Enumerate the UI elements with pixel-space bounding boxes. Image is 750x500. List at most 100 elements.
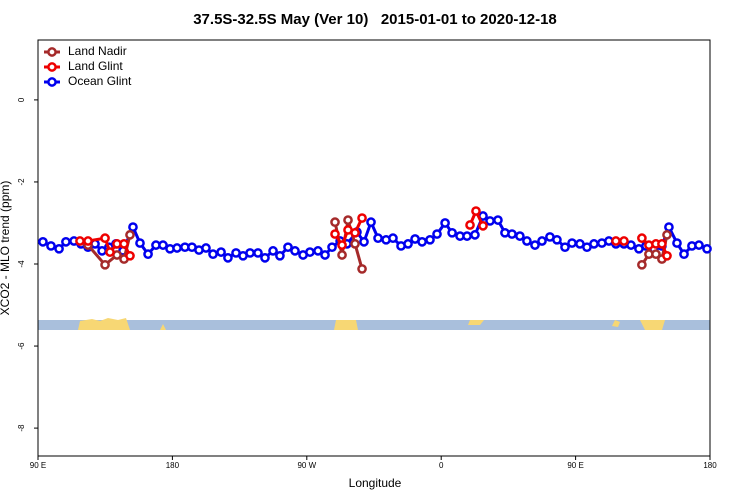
point bbox=[268, 246, 278, 256]
point bbox=[432, 229, 442, 239]
point bbox=[100, 259, 110, 270]
point bbox=[61, 236, 71, 247]
point bbox=[567, 238, 577, 248]
point bbox=[172, 243, 182, 253]
point bbox=[253, 248, 263, 258]
point bbox=[493, 215, 503, 225]
point bbox=[357, 213, 367, 223]
legend-label: Ocean Glint bbox=[68, 74, 132, 88]
point bbox=[75, 236, 85, 246]
point bbox=[366, 217, 376, 228]
point bbox=[702, 243, 712, 254]
point bbox=[100, 233, 110, 244]
land bbox=[334, 320, 358, 330]
legend-marker bbox=[47, 77, 57, 87]
point bbox=[537, 236, 547, 246]
point bbox=[216, 247, 226, 257]
y-axis-label: XCO2 - MLO trend (ppm) bbox=[0, 181, 12, 316]
point bbox=[471, 206, 481, 216]
point bbox=[327, 242, 337, 253]
plot-frame bbox=[37, 39, 711, 457]
x-tick-label: 90 W bbox=[297, 461, 316, 470]
point bbox=[223, 252, 233, 263]
point bbox=[143, 249, 153, 260]
point bbox=[83, 236, 93, 246]
x-axis-label: Longitude bbox=[349, 476, 402, 490]
point bbox=[485, 216, 495, 226]
point bbox=[373, 233, 383, 244]
land bbox=[78, 318, 130, 330]
point bbox=[515, 231, 525, 241]
point bbox=[462, 231, 472, 241]
point bbox=[275, 250, 285, 261]
point bbox=[507, 229, 517, 239]
point bbox=[359, 236, 369, 247]
point bbox=[465, 220, 475, 230]
point bbox=[619, 236, 629, 246]
y-tick-label: 0 bbox=[17, 97, 26, 102]
legend-marker bbox=[47, 62, 57, 72]
point bbox=[245, 248, 255, 258]
ocean-band bbox=[38, 320, 710, 330]
point bbox=[201, 243, 211, 253]
point bbox=[447, 227, 457, 238]
point bbox=[305, 247, 315, 257]
point bbox=[522, 236, 532, 246]
x-tick-label: 180 bbox=[166, 461, 180, 470]
point bbox=[662, 230, 672, 240]
point bbox=[651, 249, 661, 260]
point bbox=[425, 234, 435, 245]
point bbox=[38, 236, 48, 247]
point bbox=[626, 240, 636, 250]
point bbox=[664, 222, 674, 232]
land bbox=[612, 320, 620, 327]
point bbox=[119, 239, 129, 249]
point bbox=[125, 250, 135, 261]
point bbox=[611, 236, 621, 246]
point bbox=[560, 242, 570, 253]
point bbox=[589, 239, 599, 249]
point bbox=[470, 230, 480, 240]
point bbox=[330, 229, 340, 239]
map-strip bbox=[38, 318, 710, 330]
y-tick-label: -4 bbox=[17, 260, 26, 268]
point bbox=[128, 222, 138, 232]
point bbox=[672, 238, 682, 248]
point bbox=[337, 250, 347, 260]
point bbox=[478, 220, 488, 231]
legend-label: Land Glint bbox=[68, 59, 123, 73]
point bbox=[125, 230, 135, 240]
land bbox=[468, 320, 484, 325]
chart-title: 37.5S-32.5S May (Ver 10) 2015-01-01 to 2… bbox=[193, 11, 557, 28]
point bbox=[637, 233, 647, 244]
point bbox=[158, 240, 168, 250]
legend-label: Land Nadir bbox=[68, 44, 127, 58]
point bbox=[552, 234, 562, 245]
point bbox=[330, 217, 340, 228]
point bbox=[105, 247, 115, 257]
point bbox=[357, 264, 367, 274]
point bbox=[403, 239, 413, 249]
x-tick-label: 90 E bbox=[567, 461, 583, 470]
legend-marker bbox=[47, 47, 57, 57]
point bbox=[343, 215, 353, 225]
point bbox=[320, 250, 330, 260]
point bbox=[208, 249, 218, 260]
point bbox=[54, 243, 64, 254]
x-tick-label: 0 bbox=[439, 461, 444, 470]
point bbox=[350, 239, 360, 249]
y-tick-label: -8 bbox=[17, 424, 26, 432]
point bbox=[46, 241, 56, 251]
point bbox=[313, 246, 323, 256]
land bbox=[160, 324, 166, 330]
point bbox=[662, 250, 672, 261]
point bbox=[440, 218, 450, 228]
y-tick-label: -2 bbox=[17, 178, 26, 186]
y-tick-label: -6 bbox=[17, 342, 26, 350]
point bbox=[260, 252, 270, 263]
point bbox=[417, 236, 427, 247]
point bbox=[135, 238, 145, 248]
point bbox=[283, 242, 293, 253]
x-tick-label: 180 bbox=[703, 461, 717, 470]
